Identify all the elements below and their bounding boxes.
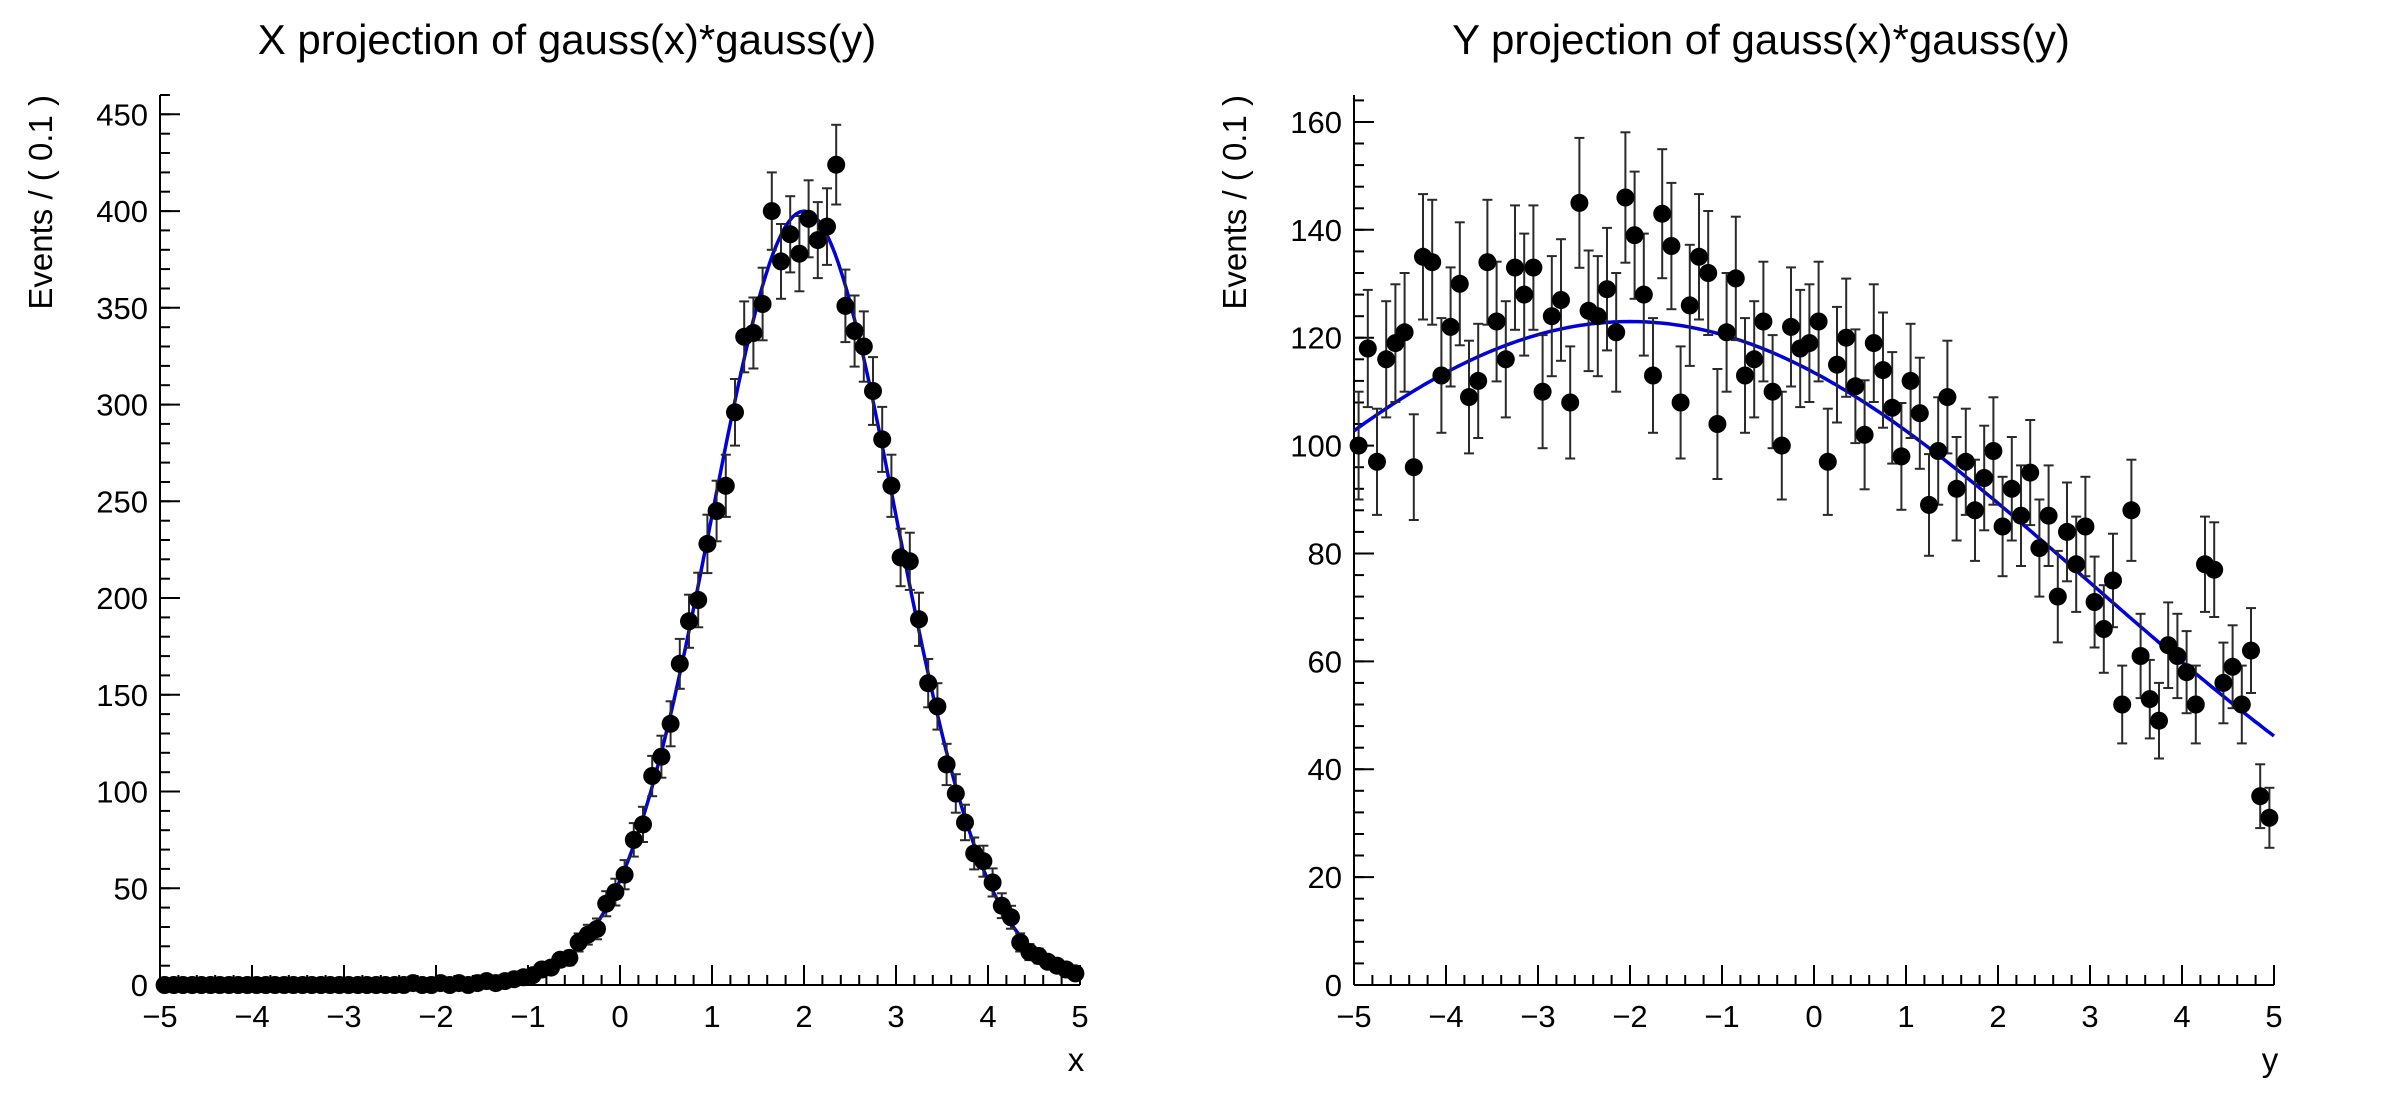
svg-text:−4: −4 [234,999,269,1034]
y-axis-title: Events / ( 0.1 ) [1216,95,1253,310]
svg-text:−5: −5 [142,999,177,1034]
svg-text:400: 400 [96,194,148,229]
svg-text:−4: −4 [1428,999,1463,1034]
svg-text:140: 140 [1290,213,1342,248]
svg-text:1: 1 [703,999,720,1034]
svg-text:5: 5 [1071,999,1088,1034]
x-tick-labels: −5 −4 −3 −2 −1 0 1 2 3 4 5 [142,965,1089,1034]
fit-curve [1352,319,2276,738]
svg-text:450: 450 [96,97,148,132]
svg-text:250: 250 [96,484,148,519]
y-tick-labels: 0 20 40 60 80 100 120 140 160 [1290,105,1374,1003]
axis-lines [159,95,1080,986]
minor-ticks [159,94,1081,986]
svg-text:40: 40 [1308,752,1342,787]
minor-ticks [1353,99,2275,986]
pad-x-projection: X projection of gauss(x)*gauss(y) −5 −4 −3… [22,16,1089,1078]
data-points [1349,188,2279,827]
svg-text:60: 60 [1308,644,1342,679]
svg-text:100: 100 [96,775,148,810]
x-projection-chart: −5 −4 −3 −2 −1 0 1 2 3 4 5050100150200250300350400… [22,94,1089,1078]
svg-text:20: 20 [1308,860,1342,895]
x-tick-labels: −5 −4 −3 −2 −1 0 1 2 3 4 5 [1336,965,2283,1034]
svg-text:4: 4 [2173,999,2190,1034]
svg-text:1: 1 [1897,999,1914,1034]
x-axis-title: y [2262,1041,2279,1078]
data-points [155,155,1085,994]
plot-title-x: X projection of gauss(x)*gauss(y) [257,16,877,63]
svg-text:−5: −5 [1336,999,1371,1034]
svg-text:200: 200 [96,581,148,616]
svg-text:2: 2 [795,999,812,1034]
axis-lines [1353,95,2274,986]
svg-text:−3: −3 [1520,999,1555,1034]
y-tick-labels: 0 50 100 150 200 250 300 350 400 450 [96,97,180,1003]
svg-text:−2: −2 [418,999,453,1034]
svg-text:0: 0 [1325,968,1342,1003]
svg-text:2: 2 [1989,999,2006,1034]
svg-text:0: 0 [611,999,628,1034]
svg-text:350: 350 [96,291,148,326]
svg-text:4: 4 [979,999,996,1034]
svg-text:5: 5 [2265,999,2282,1034]
svg-text:0: 0 [1805,999,1822,1034]
svg-text:−3: −3 [326,999,361,1034]
svg-text:300: 300 [96,388,148,423]
svg-text:50: 50 [114,871,148,906]
pad-y-projection: Y projection of gauss(x)*gauss(y) −5 −4 −3… [1194,0,2388,1116]
svg-text:0: 0 [131,968,148,1003]
svg-text:160: 160 [1290,105,1342,140]
svg-text:120: 120 [1290,321,1342,356]
svg-text:3: 3 [2081,999,2098,1034]
plot-title-y: Y projection of gauss(x)*gauss(y) [1452,16,2070,63]
svg-text:100: 100 [1290,429,1342,464]
svg-text:−1: −1 [1704,999,1739,1034]
error-bars [1353,131,2275,849]
svg-text:150: 150 [96,678,148,713]
y-projection-chart: −5 −4 −3 −2 −1 0 1 2 3 4 5 0 20 40 60 80 100 120 140 160 Eve… [1216,95,2283,1078]
svg-text:3: 3 [887,999,904,1034]
svg-text:−2: −2 [1612,999,1647,1034]
svg-text:−1: −1 [510,999,545,1034]
x-axis-title: x [1068,1041,1085,1078]
y-axis-title: Events / ( 0.1 ) [22,95,59,310]
svg-text:80: 80 [1308,537,1342,572]
